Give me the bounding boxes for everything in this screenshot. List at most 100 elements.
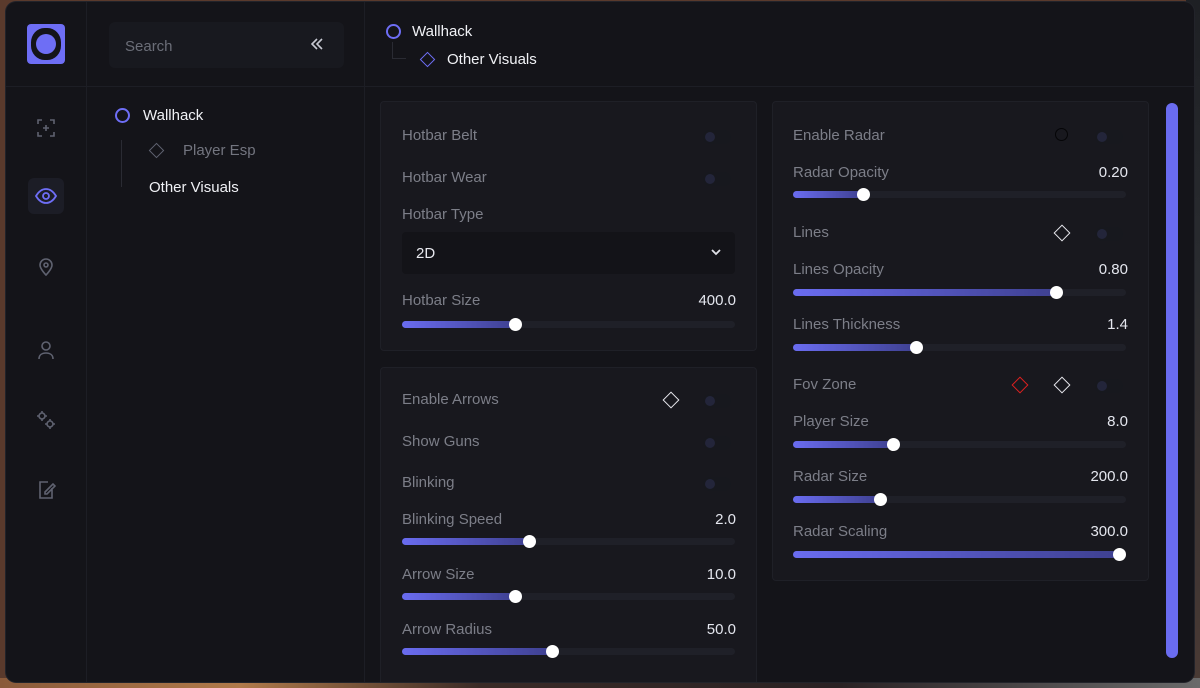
settings-icon[interactable] [28, 402, 64, 438]
hotbar-size-slider[interactable] [402, 318, 735, 331]
slider-knob[interactable] [509, 590, 523, 603]
hotbar-size-value: 400.0 [698, 292, 736, 309]
blinking-speed-value: 2.0 [715, 511, 736, 528]
diamond-icon [148, 142, 165, 159]
lines-label: Lines [793, 224, 829, 241]
show-guns-label: Show Guns [402, 433, 480, 450]
eye-icon[interactable] [28, 178, 64, 214]
arrow-radius-label: Arrow Radius [402, 621, 493, 638]
icon-rail [6, 2, 87, 682]
fov-zone-toggle[interactable] [1095, 379, 1123, 393]
enable-radar-toggle[interactable] [1095, 130, 1123, 144]
blinking-toggle[interactable] [703, 477, 731, 491]
map-pin-icon[interactable] [28, 248, 64, 284]
slider-fill [793, 551, 1120, 558]
radar-size-slider[interactable] [793, 493, 1126, 506]
arrow-size-label: Arrow Size [402, 566, 475, 583]
fov-zone-label: Fov Zone [793, 376, 857, 393]
radar-scaling-value: 300.0 [1090, 523, 1128, 540]
slider-knob[interactable] [509, 318, 523, 331]
aim-icon[interactable] [28, 110, 64, 146]
radar-scaling-label: Radar Scaling [793, 523, 888, 540]
slider-knob[interactable] [1113, 548, 1127, 561]
hotbar-belt-label: Hotbar Belt [402, 127, 478, 144]
player-size-slider[interactable] [793, 438, 1126, 451]
arrows-panel: Enable Arrows Show Guns Blinking Blinkin… [380, 367, 757, 682]
tree-item-label: Wallhack [143, 107, 204, 124]
app-logo [27, 24, 65, 64]
app-window: Wallhack Player Esp Other Visuals Wallha… [6, 2, 1194, 682]
search-input[interactable] [109, 22, 317, 70]
player-size-label: Player Size [793, 413, 869, 430]
hotbar-wear-toggle[interactable] [703, 172, 731, 186]
double-chevron-left-icon[interactable] [310, 36, 330, 54]
slider-knob[interactable] [873, 493, 887, 506]
enable-radar-label: Enable Radar [793, 127, 885, 144]
breadcrumb-current[interactable]: Other Visuals [447, 51, 537, 68]
hotbar-panel: Hotbar Belt Hotbar Wear Hotbar Type 2D H… [380, 101, 757, 351]
blinking-label: Blinking [402, 474, 455, 491]
arrow-size-value: 10.0 [706, 566, 736, 583]
show-guns-toggle[interactable] [703, 436, 731, 450]
lines-opacity-slider[interactable] [793, 286, 1126, 299]
slider-fill [402, 538, 529, 545]
enable-arrows-toggle[interactable] [703, 394, 731, 408]
hotbar-wear-label: Hotbar Wear [402, 169, 487, 186]
radar-scaling-slider[interactable] [793, 548, 1127, 561]
enable-arrows-label: Enable Arrows [402, 391, 499, 408]
keybind-diamond-icon[interactable] [1053, 224, 1071, 242]
slider-knob[interactable] [545, 645, 559, 658]
chevron-down-icon [711, 249, 721, 256]
keybind-diamond-icon[interactable] [662, 391, 680, 409]
scrollbar-thumb[interactable] [1166, 103, 1178, 658]
slider-fill [793, 344, 917, 351]
lines-toggle[interactable] [1095, 227, 1123, 241]
lines-thickness-value: 1.4 [1107, 316, 1128, 333]
slider-knob[interactable] [522, 535, 536, 548]
diamond-icon [419, 51, 436, 68]
hotbar-type-label: Hotbar Type [402, 206, 484, 223]
arrow-radius-slider[interactable] [402, 645, 735, 658]
background-desktop-edge [0, 678, 1200, 688]
slider-fill [402, 648, 552, 655]
feature-tree: Wallhack Player Esp Other Visuals [87, 2, 365, 682]
slider-knob[interactable] [1050, 286, 1064, 299]
tree-item-label: Other Visuals [149, 179, 239, 196]
circle-icon [386, 24, 401, 39]
tree-item-label: Player Esp [183, 142, 256, 159]
keybind-active-diamond-icon[interactable] [1011, 376, 1029, 394]
slider-fill [793, 289, 1057, 296]
blinking-speed-label: Blinking Speed [402, 511, 503, 528]
search-box [109, 22, 344, 70]
arrow-size-slider[interactable] [402, 590, 735, 603]
slider-fill [793, 191, 863, 198]
hotbar-type-value: 2D [416, 245, 436, 262]
circle-icon [115, 108, 130, 123]
edit-config-icon[interactable] [28, 472, 64, 508]
tree-connector [121, 140, 122, 187]
hotbar-size-label: Hotbar Size [402, 292, 481, 309]
slider-fill [402, 593, 516, 600]
lines-thickness-slider[interactable] [793, 341, 1126, 354]
user-icon[interactable] [28, 332, 64, 368]
hotbar-type-select[interactable]: 2D [402, 232, 735, 274]
radar-size-label: Radar Size [793, 468, 868, 485]
slider-knob[interactable] [856, 188, 870, 201]
keybind-circle-icon[interactable] [1055, 128, 1068, 141]
radar-opacity-value: 0.20 [1098, 164, 1128, 181]
lines-opacity-label: Lines Opacity [793, 261, 884, 278]
lines-opacity-value: 0.80 [1098, 261, 1128, 278]
breadcrumb-root[interactable]: Wallhack [412, 23, 473, 40]
radar-opacity-slider[interactable] [793, 188, 1126, 201]
lines-thickness-label: Lines Thickness [793, 316, 901, 333]
slider-fill [402, 321, 516, 328]
slider-knob[interactable] [886, 438, 900, 451]
keybind-diamond-icon[interactable] [1053, 376, 1071, 394]
breadcrumb-connector [392, 42, 393, 58]
hotbar-belt-toggle[interactable] [703, 130, 731, 144]
slider-knob[interactable] [910, 341, 924, 354]
radar-opacity-label: Radar Opacity [793, 164, 889, 181]
blinking-speed-slider[interactable] [402, 535, 735, 548]
header-divider [6, 86, 1194, 87]
arrow-radius-value: 50.0 [706, 621, 736, 638]
